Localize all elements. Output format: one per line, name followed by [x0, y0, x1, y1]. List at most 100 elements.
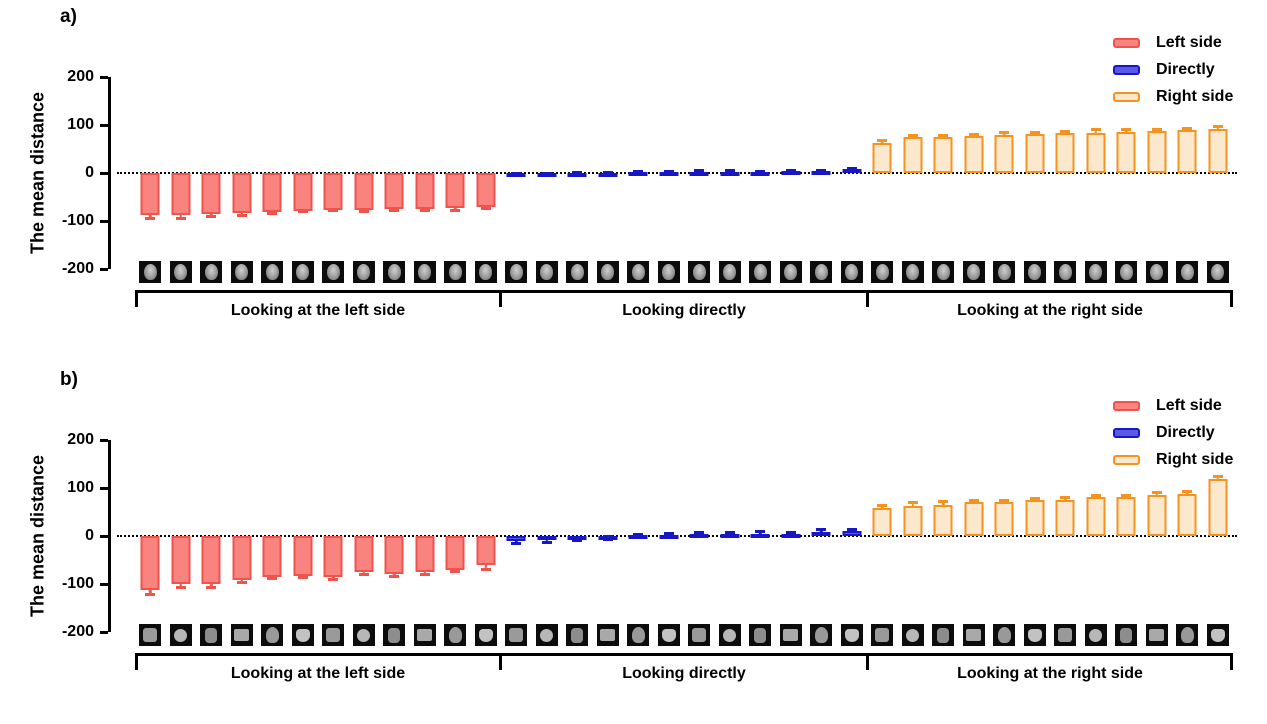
cartoon-face-icon: [200, 624, 223, 646]
bar-slot: [1142, 77, 1173, 269]
bar-right: [933, 504, 953, 536]
group-label-direct: Looking directly: [622, 665, 746, 682]
thumbnail-slot: [318, 623, 349, 647]
legend-label: Directly: [1156, 423, 1215, 441]
thumbnail-slot: [288, 623, 319, 647]
error-bar-cap: [755, 169, 766, 173]
grayscale-face-photo-icon: [570, 264, 584, 280]
bar-slot: [806, 77, 837, 269]
bar-slot: [440, 440, 471, 632]
thumbnail-slot: [227, 260, 258, 284]
y-tick-mark: [100, 438, 108, 442]
bar-left: [445, 536, 465, 570]
thumbnail-slot: [745, 623, 776, 647]
y-tick-mark: [100, 123, 108, 127]
cartoon-face-icon: [1023, 624, 1046, 646]
cartoon-face-icon: [688, 624, 711, 646]
bar-right: [1116, 497, 1136, 536]
bar-direct: [506, 536, 526, 542]
bar-slot: [379, 440, 410, 632]
bar-slot: [1050, 77, 1081, 269]
thumbnail-slot: [989, 623, 1020, 647]
error-bar-cap: [145, 216, 156, 220]
grayscale-face-photo-icon: [383, 261, 406, 283]
cartoon-face-icon: [723, 628, 737, 642]
cartoon-face-icon: [997, 627, 1011, 643]
grayscale-face-photo-icon: [535, 261, 558, 283]
thumbnail-slot: [1203, 623, 1234, 647]
bar-direct: [842, 530, 862, 536]
bar-left: [262, 173, 282, 212]
thumbnail-slot: [410, 260, 441, 284]
y-tick-label: 200: [67, 431, 94, 448]
error-bar-cap: [1121, 128, 1132, 132]
grayscale-face-photo-icon: [688, 261, 711, 283]
grayscale-face-photo-icon: [418, 264, 432, 280]
y-tick-label: 100: [67, 479, 94, 496]
cartoon-face-icon: [631, 627, 645, 643]
bar-slot: [349, 440, 380, 632]
bar-right: [872, 508, 892, 536]
thumbnail-slot: [989, 260, 1020, 284]
right-side-swatch-icon: [1113, 454, 1140, 465]
y-axis-title: The mean distance: [27, 454, 48, 618]
error-bar-cap: [1182, 126, 1193, 130]
thumbnail-slot: [257, 260, 288, 284]
bar-direct: [537, 536, 557, 541]
left-side-swatch-icon: [1113, 37, 1140, 48]
bar-direct: [537, 173, 557, 177]
cartoon-face-icon: [1027, 628, 1042, 642]
grayscale-face-photo-icon: [1023, 261, 1046, 283]
legend: Left side Directly Right side: [1113, 29, 1233, 110]
legend-label: Directly: [1156, 60, 1215, 78]
bar-left: [201, 536, 221, 584]
bar-slot: [837, 440, 868, 632]
error-bar-cap: [328, 209, 339, 213]
grayscale-face-photo-icon: [1150, 264, 1164, 280]
cartoon-face-icon: [174, 628, 188, 642]
error-bar-cap: [938, 133, 949, 137]
bar-slot: [593, 440, 624, 632]
error-bar-cap: [602, 170, 613, 174]
bar-right: [1208, 128, 1228, 173]
error-bar-cap: [1090, 493, 1101, 497]
thumbnail-slot: [166, 260, 197, 284]
grayscale-face-photo-icon: [357, 264, 371, 280]
error-bar-cap: [419, 208, 430, 212]
bracket-tick: [865, 290, 869, 307]
bar-slot: [623, 77, 654, 269]
error-bar-cap: [389, 575, 400, 579]
grayscale-face-photo-icon: [387, 264, 401, 280]
error-bar-cap: [145, 593, 156, 596]
bar-left: [415, 173, 435, 209]
thumbnail-slot: [654, 623, 685, 647]
bar-direct: [659, 171, 679, 176]
bar-slot: [928, 77, 959, 269]
bar-right: [1025, 134, 1045, 173]
cartoon-face-icon: [596, 624, 619, 646]
grayscale-face-photo-icon: [784, 264, 798, 280]
legend-row-right: Right side: [1113, 446, 1233, 473]
bar-group-right: [867, 77, 1233, 269]
bar-right: [1177, 129, 1197, 173]
error-bar-cap: [572, 171, 583, 175]
grayscale-face-photo-icon: [723, 264, 737, 280]
bar-slot: [532, 440, 563, 632]
cartoon-face-icon: [169, 624, 192, 646]
cartoon-face-icon: [962, 624, 985, 646]
error-bar-cap: [1090, 128, 1101, 132]
cartoon-face-icon: [749, 624, 772, 646]
bar-left: [262, 536, 282, 577]
error-bar-cap: [968, 499, 979, 503]
bar-right: [1025, 500, 1045, 536]
thumbnail-slot: [654, 260, 685, 284]
y-tick-label: 0: [85, 527, 94, 544]
panel-b-label: b): [60, 369, 78, 390]
error-bar-cap: [846, 527, 857, 531]
thumbnail-slot: [1020, 623, 1051, 647]
bar-direct: [598, 173, 618, 177]
bar-group-left: [135, 77, 501, 269]
error-bar-cap: [480, 207, 491, 211]
thumbnail-slot: [593, 260, 624, 284]
bar-direct: [567, 536, 587, 540]
